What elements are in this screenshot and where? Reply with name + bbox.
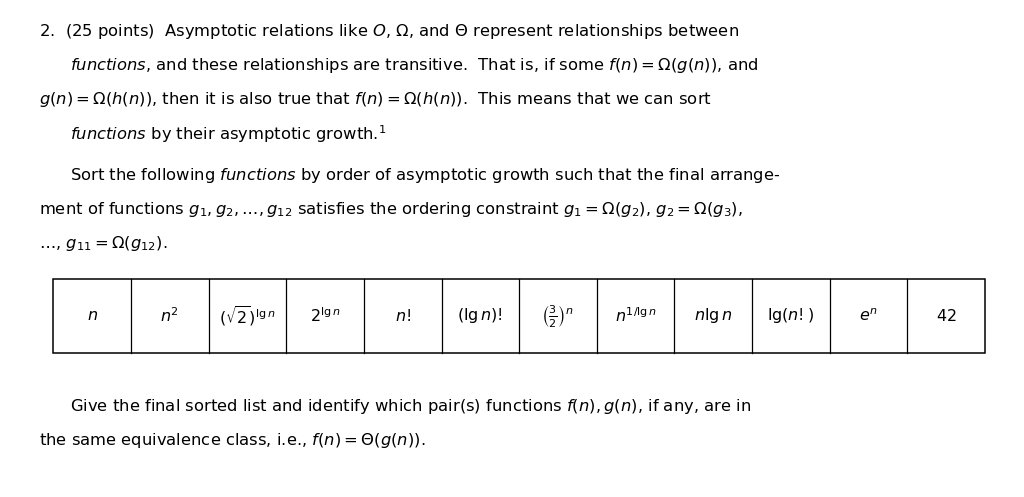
Text: $(\lg n)!$: $(\lg n)!$ <box>458 307 503 326</box>
Text: $g(n) = \Omega(h(n))$, then it is also true that $f(n) = \Omega(h(n))$.  This me: $g(n) = \Omega(h(n))$, then it is also t… <box>39 90 712 109</box>
Text: Sort the following $\mathit{functions}$ by order of asymptotic growth such that : Sort the following $\mathit{functions}$ … <box>70 166 780 185</box>
Text: $\mathit{functions}$ by their asymptotic growth.$^1$: $\mathit{functions}$ by their asymptotic… <box>70 124 386 146</box>
Text: $\mathit{functions}$, and these relationships are transitive.  That is, if some : $\mathit{functions}$, and these relation… <box>70 56 758 75</box>
Text: $\lg(n!)$: $\lg(n!)$ <box>767 307 815 326</box>
Text: $e^n$: $e^n$ <box>859 308 878 325</box>
Text: $n!$: $n!$ <box>394 308 411 324</box>
Text: $n$: $n$ <box>87 309 97 324</box>
Text: ment of functions $g_1, g_2, \ldots, g_{12}$ satisfies the ordering constraint $: ment of functions $g_1, g_2, \ldots, g_{… <box>39 200 742 219</box>
Text: $n\lg n$: $n\lg n$ <box>694 307 732 326</box>
Text: $(\sqrt{2})^{\lg n}$: $(\sqrt{2})^{\lg n}$ <box>219 304 275 328</box>
Text: 2.  (25 points)  Asymptotic relations like $O$, $\Omega$, and $\Theta$ represent: 2. (25 points) Asymptotic relations like… <box>39 22 739 41</box>
Text: $\left(\frac{3}{2}\right)^n$: $\left(\frac{3}{2}\right)^n$ <box>542 303 574 329</box>
Text: $42$: $42$ <box>936 308 956 324</box>
Text: Give the final sorted list and identify which pair(s) functions $f(n), g(n)$, if: Give the final sorted list and identify … <box>70 397 751 415</box>
Text: the same equivalence class, i.e., $f(n) = \Theta(g(n))$.: the same equivalence class, i.e., $f(n) … <box>39 430 425 449</box>
Text: $n^{1/\lg n}$: $n^{1/\lg n}$ <box>614 307 656 326</box>
Bar <box>53 279 985 353</box>
Text: $\ldots$, $g_{11} = \Omega(g_{12})$.: $\ldots$, $g_{11} = \Omega(g_{12})$. <box>39 234 167 252</box>
Text: $2^{\lg n}$: $2^{\lg n}$ <box>309 307 340 326</box>
Text: $n^2$: $n^2$ <box>161 307 179 326</box>
